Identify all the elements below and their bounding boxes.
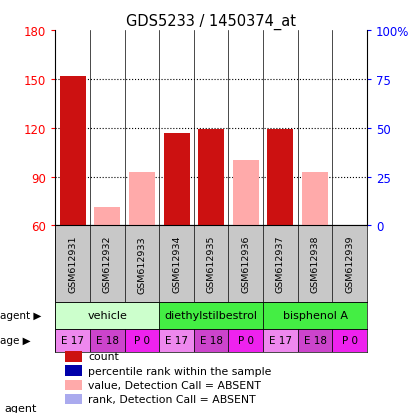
Bar [263,329,297,352]
Bar [65,366,82,376]
Bar [90,329,124,352]
Bar [336,225,362,226]
Text: age ▶: age ▶ [0,335,31,345]
Text: P 0: P 0 [341,335,357,345]
Text: rank, Detection Call = ABSENT: rank, Detection Call = ABSENT [88,394,255,404]
Bar [228,329,263,352]
Text: E 18: E 18 [303,335,326,345]
Text: E 17: E 17 [268,335,291,345]
Bar [128,172,155,226]
Bar [332,329,366,352]
Bar [94,208,120,226]
Bar [267,130,293,226]
Bar [193,329,228,352]
Text: GSM612938: GSM612938 [310,235,319,293]
Bar [65,380,82,390]
Text: vehicle: vehicle [87,311,127,320]
Bar [65,351,82,362]
Bar [65,394,82,404]
Bar [124,329,159,352]
Bar [232,161,258,226]
Text: E 18: E 18 [96,335,119,345]
Bar [55,302,159,329]
Text: count: count [88,351,119,361]
Title: GDS5233 / 1450374_at: GDS5233 / 1450374_at [126,14,295,30]
Bar [263,302,366,329]
Text: agent: agent [4,403,36,413]
Bar [301,172,327,226]
Text: agent ▶: agent ▶ [0,311,42,320]
Text: E 18: E 18 [199,335,222,345]
Text: bisphenol A: bisphenol A [282,311,347,320]
Bar [297,329,332,352]
Text: GSM612931: GSM612931 [68,235,77,293]
Bar [159,329,193,352]
Bar [159,302,263,329]
Text: GSM612934: GSM612934 [172,235,181,293]
Text: GSM612933: GSM612933 [137,235,146,293]
Bar [55,329,90,352]
Text: percentile rank within the sample: percentile rank within the sample [88,366,271,376]
Text: value, Detection Call = ABSENT: value, Detection Call = ABSENT [88,380,260,390]
Text: diethylstilbestrol: diethylstilbestrol [164,311,257,320]
Text: E 17: E 17 [61,335,84,345]
Bar [163,133,189,226]
Bar [60,76,85,226]
Text: P 0: P 0 [134,335,150,345]
Text: GSM612935: GSM612935 [206,235,215,293]
Text: GSM612936: GSM612936 [240,235,249,293]
Text: P 0: P 0 [237,335,253,345]
Text: E 17: E 17 [165,335,188,345]
Bar [198,130,224,226]
Text: GSM612932: GSM612932 [103,235,112,293]
Text: GSM612937: GSM612937 [275,235,284,293]
Text: GSM612939: GSM612939 [344,235,353,293]
